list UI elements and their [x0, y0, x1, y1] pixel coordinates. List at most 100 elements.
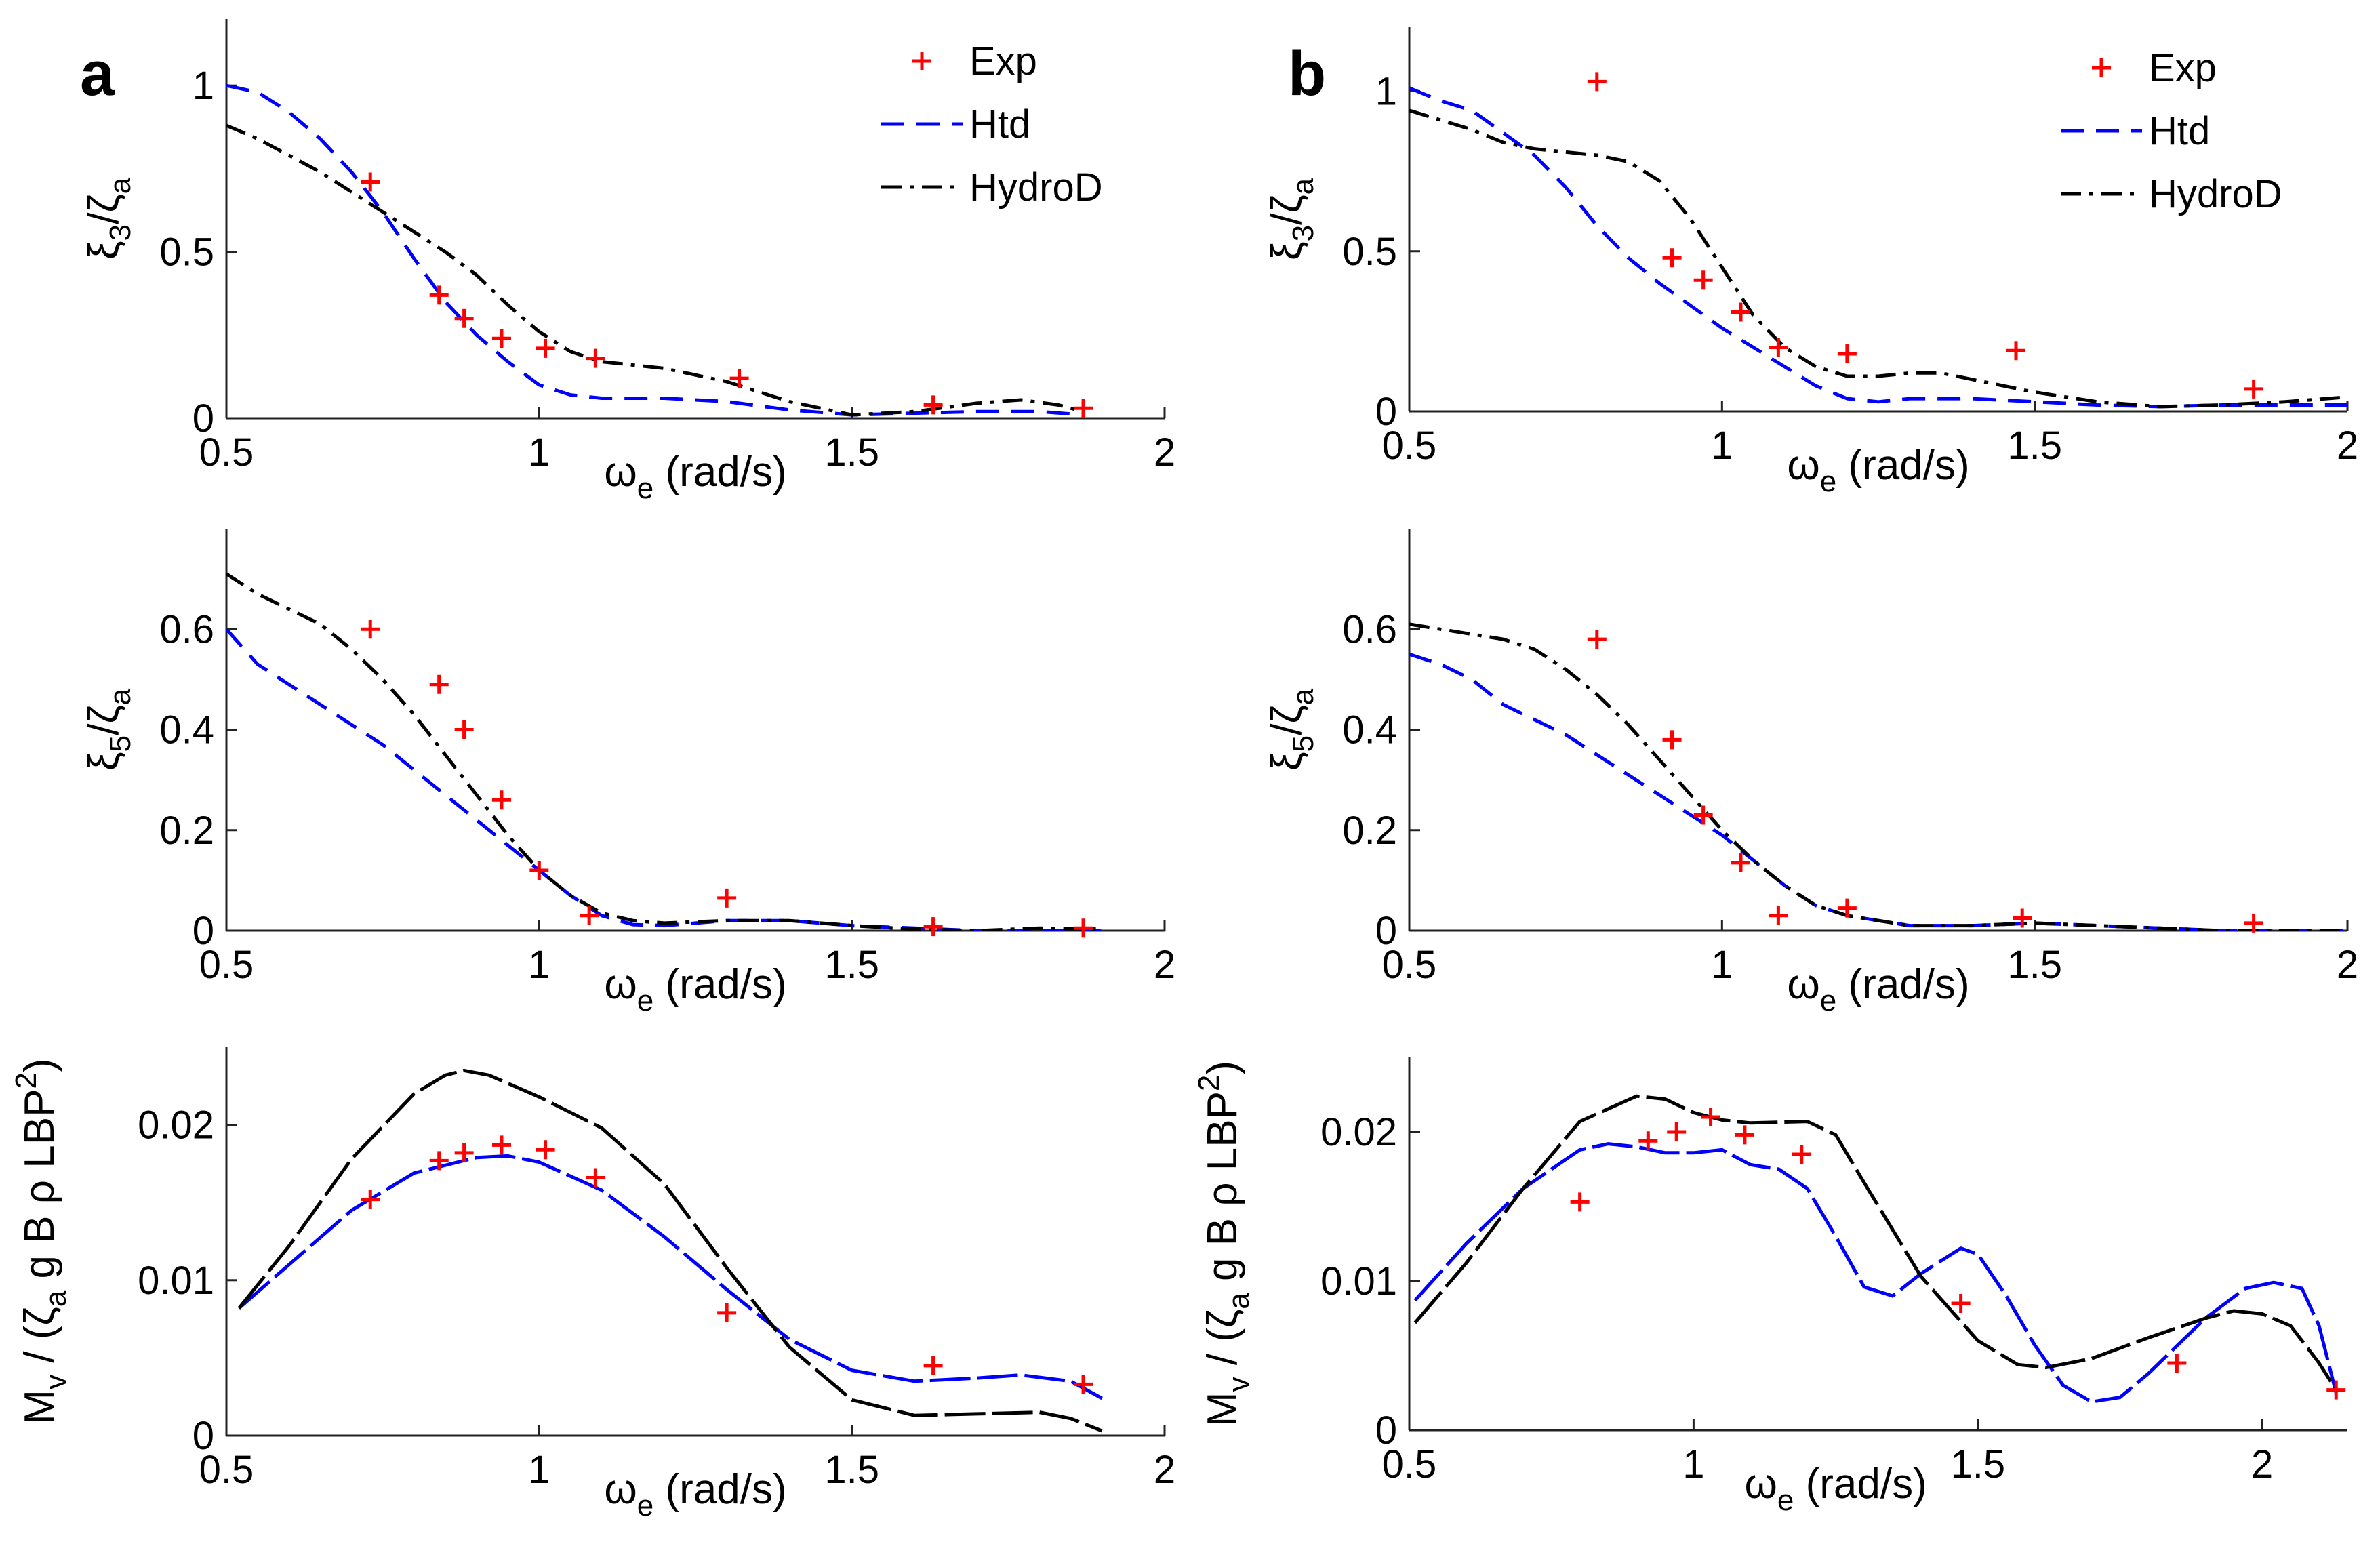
exp-point — [491, 1135, 511, 1155]
x-tick-label: 1 — [1711, 424, 1733, 468]
y-axis-label-mid: /ζ — [1264, 705, 1310, 735]
y-axis-label-sub: 3 — [104, 224, 137, 241]
x-axis-label: ωe (rad/s) — [604, 961, 786, 1017]
x-tick-label: 1 — [528, 430, 550, 474]
y-tick-label: 0.01 — [138, 1259, 214, 1303]
x-tick-label: 1.5 — [824, 430, 879, 474]
y-axis-label-end: ) — [1199, 1061, 1246, 1075]
x-axis-label-post: (rad/s) — [1836, 961, 1969, 1008]
legend-label: Exp — [969, 39, 1037, 83]
series-line-hydrod — [226, 123, 1084, 417]
y-axis-label-pre: M — [16, 1389, 63, 1425]
x-axis-label-pre: ω — [604, 961, 637, 1008]
exp-point — [1837, 898, 1857, 918]
legend-label: Exp — [2149, 46, 2217, 90]
y-tick-label: 0 — [193, 1414, 214, 1458]
x-tick-label: 1 — [528, 943, 550, 987]
y-tick-label: 0.4 — [159, 708, 214, 752]
y-axis-label: ξ5/ζa — [81, 688, 137, 771]
y-axis-label-sub: v — [39, 1375, 73, 1389]
y-axis-label-mid: /ζ — [1264, 195, 1310, 225]
x-tick-label: 2 — [2337, 424, 2358, 468]
y-axis-label: Mv / (ζa g B ρ LBP2) — [1192, 1061, 1255, 1427]
x-axis-label-post: (rad/s) — [1794, 1461, 1927, 1507]
chart-a3: 0.5 1 1.5 2 0 0.01 0.02 ωe (rad/s) Mv / (ζa g B … — [9, 1047, 1175, 1522]
x-axis-label-sub: e — [1820, 984, 1836, 1017]
y-axis-label-pre: ξ — [1264, 752, 1310, 771]
x-axis-label: ωe (rad/s) — [1787, 442, 1969, 498]
x-axis-label-post: (rad/s) — [653, 1466, 786, 1513]
y-axis-label-sup: 2 — [1192, 1075, 1226, 1091]
y-tick-label: 0.2 — [159, 809, 214, 853]
exp-point — [1693, 270, 1713, 290]
y-axis-label-mid: /ζ — [81, 194, 127, 224]
x-axis-label-sub: e — [1820, 465, 1836, 498]
x-axis-label-pre: ω — [1787, 442, 1819, 489]
exp-point — [1587, 630, 1607, 649]
y-axis-label-post: g B ρ LBP — [1199, 1091, 1246, 1293]
y-tick-label: 0 — [1375, 390, 1397, 434]
y-axis-label-sub2: a — [104, 177, 137, 194]
legend-label: Htd — [969, 102, 1030, 146]
y-axis-label: ξ3/ζa — [1264, 178, 1320, 260]
exp-point — [1951, 1294, 1971, 1313]
legend: Exp Htd HydroD — [2061, 46, 2282, 216]
exp-point — [2013, 908, 2032, 928]
exp-point — [361, 1190, 380, 1209]
y-axis-label-pre: ξ — [1264, 241, 1310, 260]
series-line-hydrod — [1409, 622, 2347, 931]
exp-point — [1638, 1131, 1658, 1151]
exp-point — [1662, 730, 1682, 750]
x-axis-label-sub: e — [637, 984, 653, 1017]
y-tick-label: 0 — [1375, 1408, 1397, 1453]
y-tick-label: 0.5 — [1342, 230, 1397, 274]
chart-b2: 0.5 1 1.5 2 0 0.2 0.4 0.6 ωe (rad/s) ξ5/ζa — [1264, 529, 2358, 1017]
series-line-hydrod — [1413, 1094, 2338, 1391]
x-axis-label: ωe (rad/s) — [604, 1466, 786, 1522]
exp-point — [2244, 379, 2263, 399]
exp-point — [923, 1356, 943, 1375]
series-line-htd — [1413, 1142, 2338, 1404]
exp-point — [429, 285, 449, 305]
exp-point — [2326, 1380, 2346, 1400]
y-axis-label: Mv / (ζa g B ρ LBP2) — [9, 1058, 73, 1424]
exp-point — [1667, 1122, 1687, 1141]
x-tick-label: 0.5 — [199, 430, 254, 474]
exp-point — [586, 1168, 605, 1188]
y-axis-label-sub2: a — [1287, 178, 1320, 195]
y-tick-label: 0.6 — [1342, 607, 1397, 651]
x-axis-label-post: (rad/s) — [653, 449, 786, 495]
y-axis-label-post: g B ρ LBP — [16, 1089, 63, 1291]
x-tick-label: 0.5 — [199, 1448, 254, 1492]
exp-point — [923, 395, 943, 415]
exp-point — [1731, 853, 1751, 872]
y-tick-label: 0.5 — [159, 230, 214, 275]
legend-symbol-exp — [912, 52, 931, 70]
x-axis-label-sub: e — [637, 1489, 653, 1522]
chart-a2: 0.5 1 1.5 2 0 0.2 0.4 0.6 ωe (rad/s) ξ5/ζa — [81, 529, 1175, 1017]
exp-point — [580, 906, 599, 925]
x-tick-label: 1.5 — [2007, 424, 2062, 468]
y-tick-label: 0 — [1375, 909, 1397, 953]
exp-point — [536, 1140, 555, 1160]
series-line-hydrod — [1409, 108, 2348, 409]
y-axis-label-sub: 3 — [1287, 225, 1320, 241]
exp-point — [717, 888, 737, 908]
y-axis-label-sup: 2 — [9, 1072, 43, 1089]
exp-point — [454, 1143, 474, 1162]
y-tick-label: 0.02 — [138, 1103, 214, 1148]
x-axis-label: ωe (rad/s) — [604, 449, 786, 505]
x-axis-label-sub: e — [637, 472, 653, 505]
legend: Exp Htd HydroD — [881, 39, 1103, 209]
y-axis-label: ξ5/ζa — [1264, 688, 1320, 771]
series-line-htd — [237, 1154, 1103, 1400]
series-line-htd — [1409, 652, 2347, 931]
panel-label: a — [80, 39, 115, 108]
legend-label: Htd — [2149, 109, 2210, 153]
exp-point — [361, 172, 380, 192]
x-tick-label: 0.5 — [1382, 1442, 1437, 1486]
y-tick-label: 0.02 — [1320, 1110, 1397, 1154]
